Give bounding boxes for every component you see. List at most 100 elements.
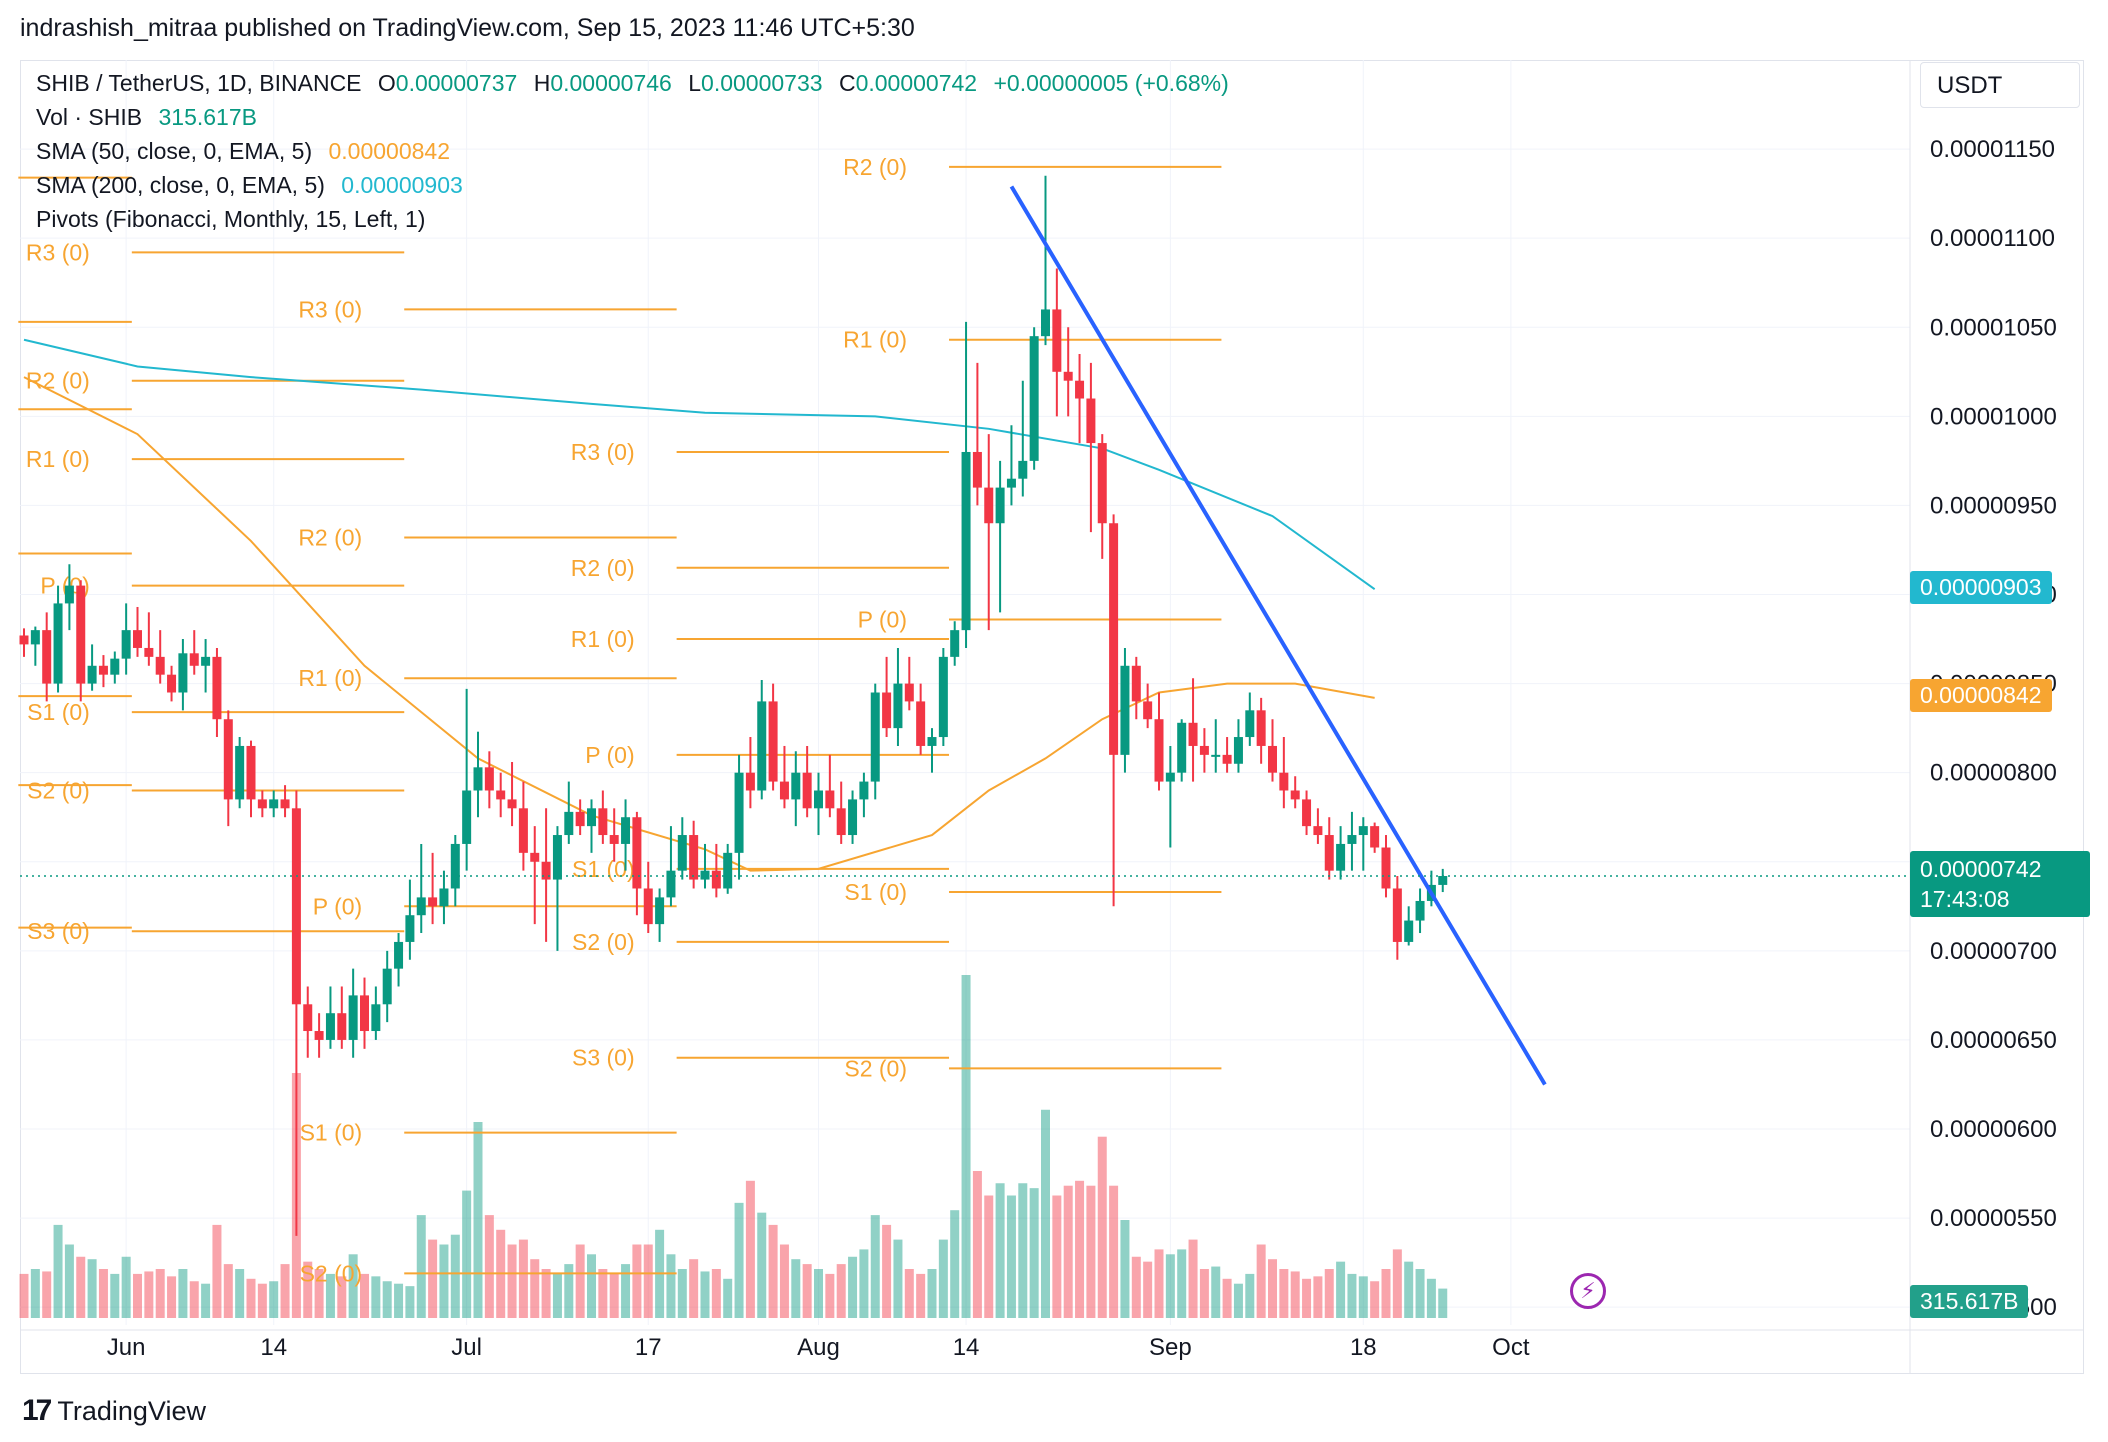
- volume-bar: [757, 1212, 767, 1318]
- volume-bar: [1438, 1288, 1448, 1318]
- volume-bar: [643, 1244, 653, 1318]
- pivot-level-label: R1 (0): [26, 446, 90, 472]
- candle-body: [189, 653, 199, 666]
- x-tick-label: 14: [953, 1334, 980, 1361]
- y-tick-label: 0.00000950: [1930, 492, 2057, 519]
- x-tick-label: 17: [635, 1334, 662, 1361]
- legend-sma200[interactable]: SMA (200, close, 0, EMA, 5) 0.00000903: [36, 172, 473, 199]
- lightning-icon[interactable]: ⚡: [1570, 1273, 1606, 1309]
- pivot-level-label: R3 (0): [571, 439, 635, 465]
- volume-bar: [98, 1269, 108, 1318]
- candle-body: [1052, 309, 1062, 372]
- chart-frame[interactable]: [20, 60, 2084, 1374]
- trendline: [1009, 185, 1547, 1086]
- candle-body: [927, 737, 937, 746]
- volume-bar: [280, 1264, 290, 1318]
- volume-bar: [1370, 1281, 1380, 1318]
- volume-bar: [950, 1210, 960, 1318]
- candle-body: [76, 585, 86, 684]
- candle-body: [507, 799, 517, 809]
- candle-body: [1313, 826, 1323, 836]
- y-tick-label: 0.00000600: [1930, 1116, 2057, 1143]
- volume-bar: [1381, 1269, 1391, 1318]
- candle-body: [337, 1013, 347, 1040]
- volume-bar: [1097, 1136, 1107, 1318]
- candle-body: [530, 852, 540, 862]
- candle-body: [700, 870, 710, 880]
- candle-body: [1279, 772, 1289, 791]
- candle-body: [1438, 876, 1448, 885]
- candle-body: [1336, 843, 1346, 871]
- volume-bar: [961, 975, 971, 1318]
- volume-bar: [870, 1215, 880, 1318]
- pivot-level-label: P (0): [585, 742, 634, 768]
- volume-bar: [1415, 1269, 1425, 1318]
- candle-body: [1211, 754, 1221, 757]
- candle-body: [303, 1004, 313, 1032]
- candle-body: [19, 635, 29, 645]
- candle-body: [1381, 847, 1391, 889]
- candle-body: [848, 799, 858, 836]
- volume-bar: [677, 1269, 687, 1318]
- volume-bar: [223, 1264, 233, 1318]
- volume-bar: [1279, 1269, 1289, 1318]
- candle-body: [269, 799, 279, 809]
- volume-bar: [723, 1278, 733, 1318]
- volume-bar: [325, 1273, 335, 1318]
- volume-bar: [779, 1244, 789, 1318]
- candle-body: [814, 790, 823, 809]
- candle-body: [167, 674, 177, 693]
- candle-body: [1404, 920, 1414, 942]
- volume-bar: [382, 1281, 392, 1318]
- volume-bar: [484, 1215, 494, 1318]
- candle-body: [882, 692, 892, 729]
- pivot-level-label: R1 (0): [571, 626, 635, 652]
- currency-selector[interactable]: USDT: [1920, 62, 2080, 108]
- candle-body: [1392, 888, 1402, 942]
- candle-body: [632, 817, 642, 889]
- candle-body: [609, 835, 619, 844]
- candle-body: [1143, 701, 1153, 720]
- volume-bar: [133, 1273, 142, 1318]
- pivot-level-label: S1 (0): [27, 699, 90, 725]
- candle-body: [870, 692, 880, 782]
- volume-bar: [394, 1283, 404, 1318]
- volume-bar: [836, 1264, 846, 1318]
- volume-bar: [1211, 1266, 1221, 1318]
- legend-volume[interactable]: Vol · SHIB 315.617B: [36, 104, 267, 131]
- candle-body: [1029, 336, 1039, 461]
- volume-bar: [371, 1276, 381, 1318]
- candle-body: [280, 799, 290, 809]
- volume-bar: [1313, 1276, 1323, 1318]
- volume-bar: [337, 1276, 347, 1318]
- legend-sma50[interactable]: SMA (50, close, 0, EMA, 5) 0.00000842: [36, 138, 460, 165]
- volume-bar: [541, 1269, 551, 1318]
- volume-bar: [1245, 1273, 1255, 1318]
- candle-body: [360, 995, 369, 1032]
- volume-bar: [416, 1215, 426, 1318]
- volume-bar: [1404, 1261, 1414, 1318]
- candle-body: [246, 745, 256, 800]
- volume-bar: [1041, 1109, 1050, 1318]
- pivot-level-label: R3 (0): [26, 239, 90, 265]
- pivot-level-label: R2 (0): [843, 154, 907, 180]
- candle-body: [1041, 309, 1050, 337]
- candle-body: [825, 790, 835, 809]
- legend-pivots[interactable]: Pivots (Fibonacci, Monthly, 15, Left, 1): [36, 206, 435, 233]
- candle-body: [598, 808, 608, 836]
- volume-bar: [110, 1273, 120, 1318]
- volume-bar: [1120, 1220, 1130, 1318]
- candle-body: [496, 790, 506, 800]
- volume-bar: [1358, 1276, 1368, 1318]
- candle-body: [325, 1013, 335, 1040]
- volume-bar: [405, 1286, 415, 1318]
- volume-bar: [564, 1264, 574, 1318]
- candle-body: [1086, 398, 1096, 444]
- x-tick-label: 14: [260, 1334, 287, 1361]
- candle-body: [473, 767, 483, 791]
- volume-bar: [1029, 1188, 1039, 1318]
- tradingview-logo[interactable]: 17 TradingView: [22, 1394, 206, 1428]
- x-tick-label: Jun: [107, 1334, 146, 1361]
- volume-bar: [938, 1239, 948, 1318]
